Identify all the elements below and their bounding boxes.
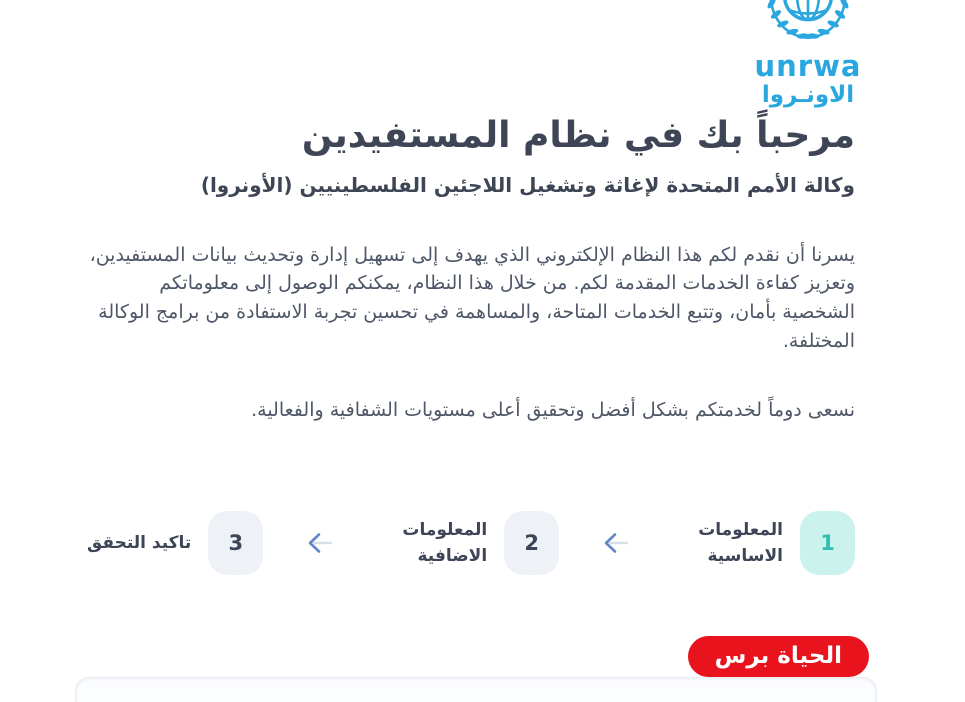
step-arrow-icon	[308, 533, 333, 553]
unrwa-wordmark-ar: الاونـروا	[761, 82, 855, 108]
step-1-badge: 1	[800, 510, 855, 575]
step-3-badge: 3	[208, 510, 264, 575]
step-basic-info[interactable]: 1 المعلومات الاساسية	[675, 510, 855, 575]
page-subtitle: وكالة الأمم المتحدة لإغاثة وتشغيل اللاجئ…	[200, 172, 855, 197]
page-title: مرحباً بك في نظام المستفيدين	[301, 115, 855, 156]
wizard-stepper: 1 المعلومات الاساسية 2 المعلومات الاضافي…	[85, 510, 855, 575]
main-content: مرحباً بك في نظام المستفيدين وكالة الأمم…	[0, 112, 965, 702]
un-globe-icon	[767, 0, 849, 40]
unrwa-wordmark-en: unrwa	[754, 49, 862, 83]
unrwa-logo: unrwa الاونـروا	[723, 0, 893, 108]
id-number-input[interactable]	[75, 676, 877, 702]
step-1-label: المعلومات الاساسية	[698, 519, 783, 566]
step-additional-info[interactable]: 2 المعلومات الاضافية	[379, 510, 560, 575]
press-watermark-badge: الحياة برس	[687, 635, 869, 677]
form-field-row: هوية الحياة برس	[75, 635, 877, 702]
step-2-badge: 2	[504, 510, 560, 575]
closing-paragraph: نسعى دوماً لخدمتكم بشكل أفضل وتحقيق أعلى…	[251, 399, 855, 422]
step-3-label: تاكيد التحقق	[87, 532, 192, 553]
intro-paragraph: يسرنا أن نقدم لكم هذا النظام الإلكتروني …	[89, 243, 855, 353]
step-arrow-icon	[604, 533, 629, 553]
step-verification[interactable]: 3 تاكيد التحقق	[87, 510, 264, 575]
step-2-label: المعلومات الاضافية	[402, 519, 488, 566]
